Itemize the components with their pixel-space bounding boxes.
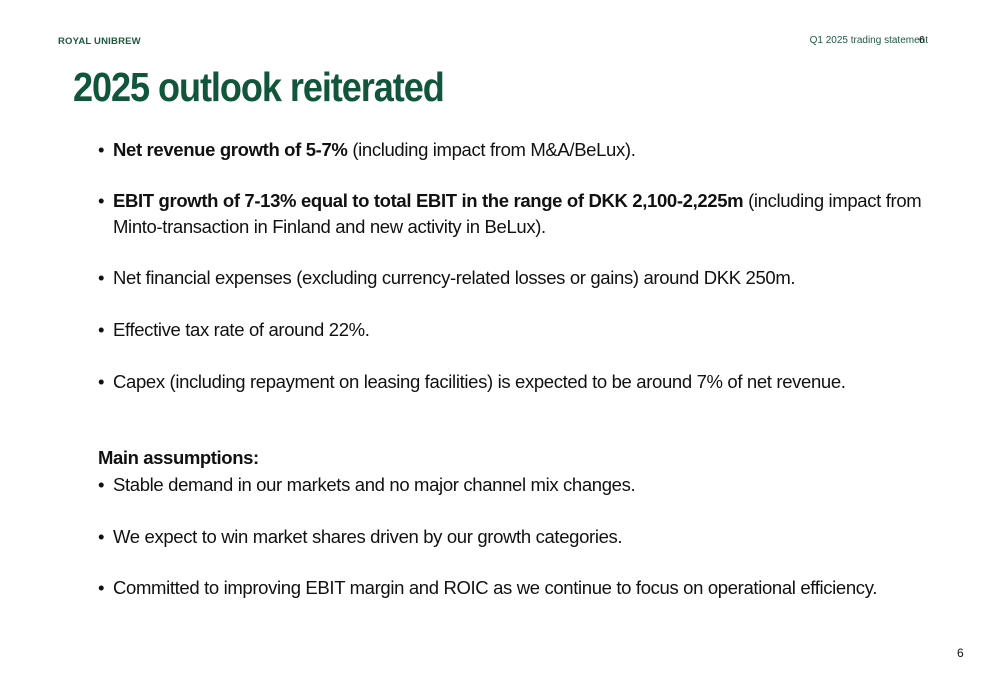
- brand-logo-text: ROYAL UNIBREW: [58, 36, 141, 47]
- bullet-dot: •: [98, 139, 105, 160]
- bullet-regular-text: Effective tax rate of around 22%.: [113, 319, 370, 340]
- bullet-dot: •: [98, 474, 105, 495]
- outlook-bullet-1: • Net revenue growth of 5-7% (including …: [98, 137, 958, 163]
- bullet-regular-text: Net financial expenses (excluding curren…: [113, 267, 796, 288]
- outlook-bullet-4: • Effective tax rate of around 22%.: [98, 317, 958, 343]
- bullet-text: Committed to improving EBIT margin and R…: [113, 577, 878, 598]
- assumptions-heading: Main assumptions:: [98, 447, 259, 468]
- bullet-regular-text: (including impact from M&A/BeLux).: [347, 139, 636, 160]
- report-name: Q1 2025 trading statement: [809, 35, 928, 46]
- bullet-dot: •: [98, 267, 105, 288]
- bullet-dot: •: [98, 319, 105, 340]
- outlook-bullet-5: • Capex (including repayment on leasing …: [98, 369, 958, 395]
- bullet-text: Stable demand in our markets and no majo…: [113, 474, 636, 495]
- bullet-text: We expect to win market shares driven by…: [113, 526, 623, 547]
- bullet-text: Capex (including repayment on leasing fa…: [98, 369, 958, 395]
- bullet-regular-text: (including impact from Minto-transaction…: [113, 190, 922, 237]
- bullet-dot: •: [98, 577, 105, 598]
- bullet-dot: •: [98, 371, 105, 392]
- assumption-bullet-1: • Stable demand in our markets and no ma…: [98, 472, 958, 498]
- bullet-bold-text: EBIT growth of 7-13% equal to total EBIT…: [113, 190, 744, 211]
- assumption-bullet-3: • Committed to improving EBIT margin and…: [98, 575, 958, 601]
- bullet-text: Net revenue growth of 5-7% (including im…: [98, 137, 958, 163]
- bullet-text: Net financial expenses (excluding curren…: [98, 265, 958, 291]
- bullet-text: EBIT growth of 7-13% equal to total EBIT…: [98, 188, 958, 240]
- page-title: 2025 outlook reiterated: [73, 64, 445, 110]
- footer-page-number: 6: [957, 646, 964, 660]
- bullet-dot: •: [98, 526, 105, 547]
- bullet-regular-text: Capex (including repayment on leasing fa…: [113, 371, 846, 392]
- header-page-number: 6: [919, 35, 925, 46]
- assumption-bullet-2: • We expect to win market shares driven …: [98, 524, 958, 550]
- bullet-dot: •: [98, 190, 105, 211]
- outlook-bullet-2: • EBIT growth of 7-13% equal to total EB…: [98, 188, 958, 240]
- bullet-bold-text: Net revenue growth of 5-7%: [113, 139, 348, 160]
- bullet-text: Effective tax rate of around 22%.: [98, 317, 958, 343]
- outlook-bullet-3: • Net financial expenses (excluding curr…: [98, 265, 958, 291]
